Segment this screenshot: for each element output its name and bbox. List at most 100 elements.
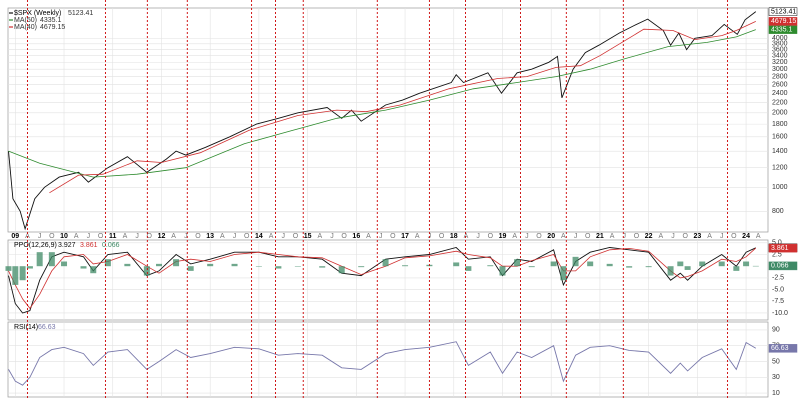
month-tick-label: A: [512, 233, 517, 240]
y-tick-label: 3200: [772, 59, 788, 66]
histogram-bar: [26, 266, 33, 269]
histogram-bar: [358, 266, 365, 268]
legend-label: MA(40): [14, 24, 37, 31]
month-tick-label: O: [293, 233, 299, 240]
month-tick-label: O: [98, 233, 104, 240]
histogram-bar: [80, 266, 87, 269]
month-tick-label: A: [658, 233, 663, 240]
x-tick-label: 22: [645, 233, 653, 240]
histogram-bar: [645, 266, 652, 268]
y-tick-label: 4000: [772, 35, 788, 42]
histogram-bar: [752, 265, 759, 267]
legend-value: 5123.41: [68, 10, 93, 17]
month-tick-label: J: [720, 233, 724, 240]
x-tick-label: 23: [693, 233, 701, 240]
month-tick-label: A: [220, 233, 225, 240]
histogram-bar: [626, 266, 633, 268]
y-tick-label: 10: [772, 390, 780, 397]
histogram-bar: [36, 252, 43, 267]
histogram-bar: [207, 263, 214, 267]
histogram-bar: [61, 261, 68, 267]
month-tick-label: J: [38, 233, 42, 240]
y-tick-label: 1400: [772, 148, 788, 155]
histogram-bar: [173, 259, 180, 267]
month-tick-label: J: [233, 233, 237, 240]
y-tick-label: 2000: [772, 110, 788, 117]
histogram-bar: [677, 261, 684, 267]
x-tick-label: 20: [547, 233, 555, 240]
last-value-label: 4335.1: [771, 26, 793, 33]
month-tick-label: A: [707, 233, 712, 240]
month-tick-label: A: [171, 233, 176, 240]
histogram-bar: [718, 261, 725, 267]
histogram-bar: [187, 266, 194, 271]
panel-frame: [7, 321, 769, 398]
panel-title: RSI(14): [14, 324, 38, 331]
series-line: [8, 11, 757, 231]
month-tick-label: A: [561, 233, 566, 240]
month-tick-label: J: [525, 233, 529, 240]
histogram-bar: [699, 261, 706, 267]
histogram-bar: [743, 261, 750, 267]
series-line: [49, 21, 756, 194]
y-tick-label: 3400: [772, 53, 788, 60]
y-tick-label: 1000: [772, 184, 788, 191]
histogram-bar: [5, 266, 12, 271]
last-value-label: 5123.41: [771, 8, 796, 15]
panel-frame: [7, 7, 769, 233]
y-tick-label: 2400: [772, 90, 788, 97]
month-tick-label: A: [415, 233, 420, 240]
histogram-bar: [12, 266, 19, 285]
month-tick-label: A: [756, 233, 761, 240]
chart-title: $SPX (Weekly): [14, 10, 61, 17]
histogram-bar: [499, 266, 506, 276]
legend-label: MA(50): [14, 17, 37, 24]
month-tick-label: A: [610, 233, 615, 240]
histogram-bar: [382, 259, 389, 267]
month-tick-label: A: [269, 233, 274, 240]
month-tick-label: O: [634, 233, 640, 240]
histogram-bar: [572, 256, 579, 267]
x-tick-label: 12: [158, 233, 166, 240]
month-tick-label: O: [682, 233, 688, 240]
legend-value: 3.927: [58, 242, 76, 249]
y-tick-label: -5.0: [772, 286, 784, 293]
y-tick-label: 3800: [772, 41, 788, 48]
y-tick-label: 1200: [772, 165, 788, 172]
x-tick-label: 24: [742, 233, 750, 240]
legend-value: 4335.1: [40, 17, 62, 24]
x-tick-label: 18: [450, 233, 458, 240]
month-tick-label: A: [74, 233, 79, 240]
month-tick-label: J: [135, 233, 139, 240]
histogram-bar: [275, 266, 282, 269]
histogram-bar: [124, 263, 131, 267]
legend-value: 3.861: [80, 242, 98, 249]
x-tick-label: 16: [352, 233, 360, 240]
histogram-bar: [90, 266, 97, 274]
legend-value: 66.63: [38, 324, 56, 331]
x-tick-label: 21: [596, 233, 604, 240]
histogram-bar: [19, 266, 26, 281]
month-tick-label: O: [390, 233, 396, 240]
y-tick-label: 2200: [772, 99, 788, 106]
month-tick-label: J: [476, 233, 480, 240]
month-tick-label: O: [147, 233, 153, 240]
histogram-bar: [667, 266, 674, 276]
month-tick-label: A: [366, 233, 371, 240]
y-tick-label: 2.5: [772, 251, 782, 258]
y-tick-label: 3600: [772, 46, 788, 53]
x-tick-label: 09: [11, 233, 19, 240]
y-tick-label: 1600: [772, 134, 788, 141]
month-tick-label: O: [585, 233, 591, 240]
last-value-tag: [768, 243, 798, 253]
y-tick-label: 5.0: [772, 240, 782, 247]
month-tick-label: A: [317, 233, 322, 240]
histogram-bar: [560, 266, 567, 281]
month-tick-label: J: [282, 233, 286, 240]
y-tick-label: 2800: [772, 73, 788, 80]
histogram-bar: [143, 266, 150, 276]
histogram-bar: [402, 265, 409, 267]
month-tick-label: J: [671, 233, 675, 240]
y-tick-label: 800: [772, 208, 784, 215]
